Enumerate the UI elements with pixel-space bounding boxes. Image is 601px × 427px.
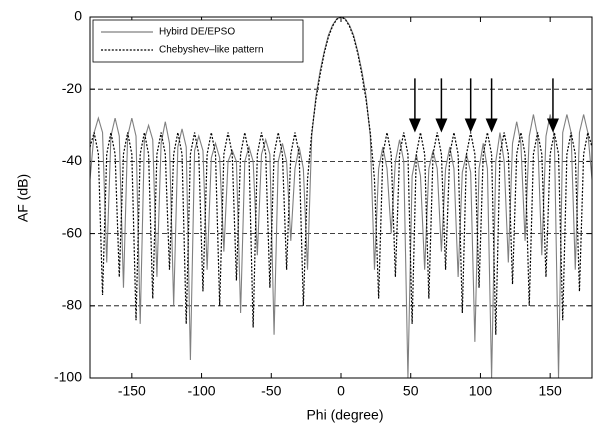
- y-tick-label: -40: [62, 152, 82, 168]
- arrow-head: [485, 118, 498, 133]
- legend-label: Hybird DE/EPSO: [159, 27, 235, 38]
- arrow-head: [464, 118, 477, 133]
- arrow-head: [546, 118, 559, 133]
- x-tick-label: -100: [188, 383, 216, 399]
- x-tick-label: 50: [403, 383, 419, 399]
- y-tick-label: 0: [74, 8, 82, 24]
- y-tick-label: -20: [62, 80, 82, 96]
- arrow-head: [435, 118, 448, 133]
- x-tick-label: 100: [469, 383, 493, 399]
- y-axis-label: AF (dB): [15, 174, 31, 222]
- x-tick-label: -50: [261, 383, 281, 399]
- y-tick-label: -80: [62, 297, 82, 313]
- plot-frame: [89, 16, 593, 379]
- x-tick-label: -150: [118, 383, 146, 399]
- x-tick-label: 0: [337, 383, 345, 399]
- legend-box: [92, 19, 304, 63]
- x-axis-label: Phi (degree): [306, 407, 383, 423]
- series-line: [89, 16, 593, 335]
- x-tick-label: 150: [538, 383, 562, 399]
- legend-label: Chebyshev–like pattern: [159, 45, 264, 56]
- arrow-head: [408, 118, 421, 133]
- y-tick-label: -100: [54, 369, 82, 385]
- y-tick-label: -60: [62, 224, 82, 240]
- series-line: [89, 16, 593, 379]
